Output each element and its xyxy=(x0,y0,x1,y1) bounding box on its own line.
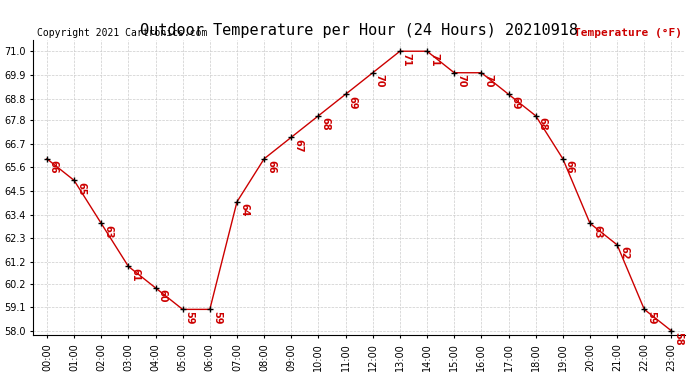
Text: 60: 60 xyxy=(157,289,168,303)
Text: 69: 69 xyxy=(348,96,357,109)
Text: 66: 66 xyxy=(266,160,276,174)
Text: 65: 65 xyxy=(76,182,86,195)
Text: 62: 62 xyxy=(619,246,629,260)
Text: 59: 59 xyxy=(185,311,195,324)
Text: 59: 59 xyxy=(647,311,656,324)
Text: 67: 67 xyxy=(293,139,303,152)
Text: 58: 58 xyxy=(673,332,683,346)
Text: 66: 66 xyxy=(565,160,575,174)
Text: 64: 64 xyxy=(239,203,249,217)
Text: 68: 68 xyxy=(538,117,548,131)
Text: 71: 71 xyxy=(402,53,412,66)
Text: 70: 70 xyxy=(375,74,385,88)
Text: 63: 63 xyxy=(103,225,113,238)
Text: Temperature (°F): Temperature (°F) xyxy=(574,27,682,38)
Text: 68: 68 xyxy=(320,117,331,131)
Text: Copyright 2021 Cartronics.com: Copyright 2021 Cartronics.com xyxy=(37,27,207,38)
Text: 69: 69 xyxy=(511,96,520,109)
Text: 71: 71 xyxy=(429,53,439,66)
Text: 66: 66 xyxy=(49,160,59,174)
Text: 70: 70 xyxy=(483,74,493,88)
Text: 63: 63 xyxy=(592,225,602,238)
Text: 61: 61 xyxy=(130,268,140,281)
Text: 70: 70 xyxy=(456,74,466,88)
Text: 59: 59 xyxy=(212,311,221,324)
Title: Outdoor Temperature per Hour (24 Hours) 20210918: Outdoor Temperature per Hour (24 Hours) … xyxy=(140,23,578,38)
